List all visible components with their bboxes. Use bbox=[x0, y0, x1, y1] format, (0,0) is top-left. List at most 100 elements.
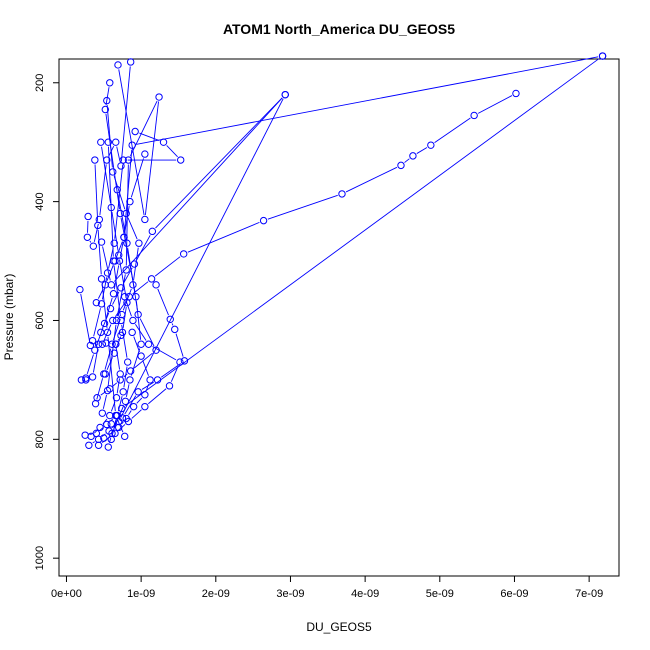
series-segment bbox=[116, 146, 121, 162]
data-point bbox=[81, 431, 89, 439]
data-point bbox=[103, 96, 111, 105]
series-12 bbox=[100, 138, 132, 444]
data-point bbox=[98, 409, 107, 417]
data-point bbox=[110, 239, 118, 247]
data-point bbox=[113, 411, 121, 420]
plot-frame bbox=[58, 58, 620, 577]
data-point bbox=[106, 304, 115, 313]
series-6 bbox=[107, 281, 189, 428]
y-tick-label: 1000 bbox=[34, 546, 46, 570]
data-point bbox=[103, 386, 112, 395]
series-segment bbox=[102, 394, 107, 409]
series-segment bbox=[117, 396, 123, 412]
data-point bbox=[106, 79, 114, 87]
series-segment bbox=[113, 405, 125, 430]
data-point bbox=[86, 341, 95, 350]
data-point bbox=[132, 293, 140, 301]
data-point bbox=[152, 281, 160, 289]
data-point bbox=[109, 316, 117, 325]
data-point bbox=[100, 370, 108, 378]
data-point bbox=[148, 227, 157, 236]
series-segment bbox=[119, 241, 124, 257]
series-segment bbox=[97, 288, 104, 299]
series-segment bbox=[104, 348, 112, 370]
series-segment bbox=[133, 352, 153, 369]
data-point bbox=[118, 328, 127, 337]
data-point bbox=[177, 156, 185, 164]
data-point bbox=[94, 340, 103, 348]
data-point bbox=[134, 388, 142, 396]
data-point bbox=[101, 105, 109, 114]
data-point bbox=[141, 391, 149, 399]
data-point bbox=[141, 402, 149, 411]
data-point bbox=[128, 141, 136, 149]
data-point bbox=[123, 298, 131, 307]
data-point bbox=[91, 156, 99, 164]
series-segment bbox=[117, 419, 124, 433]
series-segment bbox=[94, 164, 99, 221]
series-segment bbox=[108, 247, 114, 269]
data-point bbox=[108, 340, 116, 348]
data-point bbox=[122, 414, 130, 423]
series-segment bbox=[92, 441, 95, 444]
data-point bbox=[77, 376, 86, 384]
data-point bbox=[165, 382, 174, 390]
series-2 bbox=[76, 89, 520, 350]
series-segment bbox=[136, 235, 151, 261]
series-segment bbox=[130, 348, 141, 376]
x-tick-label: 6e-09 bbox=[500, 588, 528, 600]
data-point bbox=[104, 443, 112, 451]
data-point bbox=[129, 316, 137, 325]
y-tick-label: 600 bbox=[34, 311, 46, 329]
series-segment bbox=[86, 354, 94, 374]
series-segment bbox=[112, 291, 120, 305]
data-point bbox=[103, 420, 111, 429]
series-segment bbox=[123, 366, 128, 388]
data-point bbox=[126, 58, 135, 66]
x-axis: 0e+00 1e-09 2e-09 3e-09 4e-09 5e-09 6e-09 7e-09 bbox=[51, 576, 603, 600]
y-axis: 200 400 600 800 1000 bbox=[34, 74, 59, 570]
series-segment bbox=[267, 194, 338, 220]
data-point bbox=[166, 315, 174, 323]
series-segment bbox=[124, 395, 137, 415]
series-segment bbox=[145, 383, 150, 391]
data-point bbox=[109, 257, 118, 265]
series-segment bbox=[135, 323, 147, 341]
data-point bbox=[97, 138, 105, 146]
series-segment bbox=[170, 366, 179, 382]
series-segment bbox=[113, 97, 283, 282]
x-tick-label: 5e-09 bbox=[426, 588, 454, 600]
data-point bbox=[126, 367, 135, 375]
series-segment bbox=[117, 338, 120, 341]
series-segment bbox=[80, 293, 90, 342]
data-point bbox=[94, 435, 103, 444]
series-segment bbox=[345, 166, 398, 193]
data-point bbox=[88, 373, 97, 381]
series-7 bbox=[98, 61, 163, 417]
data-point bbox=[107, 420, 115, 428]
series-segment bbox=[127, 217, 138, 240]
data-point bbox=[91, 399, 100, 408]
data-point bbox=[121, 432, 129, 441]
series-segment bbox=[93, 223, 99, 242]
series-segment bbox=[136, 56, 599, 145]
data-point bbox=[155, 93, 163, 101]
series-segment bbox=[133, 336, 140, 353]
x-tick-label: 1e-09 bbox=[127, 588, 155, 600]
data-point bbox=[259, 216, 268, 225]
data-point bbox=[107, 281, 115, 289]
series-segment bbox=[122, 267, 133, 285]
data-point bbox=[128, 328, 136, 337]
series-segment bbox=[125, 58, 600, 407]
series-segment bbox=[131, 409, 142, 419]
series-segment bbox=[152, 346, 177, 361]
data-point bbox=[116, 209, 124, 218]
series-segment bbox=[121, 324, 128, 358]
data-point bbox=[112, 394, 121, 402]
data-point bbox=[120, 233, 128, 241]
data-point bbox=[104, 138, 112, 146]
data-point bbox=[397, 161, 405, 170]
data-point bbox=[107, 203, 115, 212]
data-point bbox=[118, 310, 126, 319]
series-16 bbox=[97, 138, 131, 378]
